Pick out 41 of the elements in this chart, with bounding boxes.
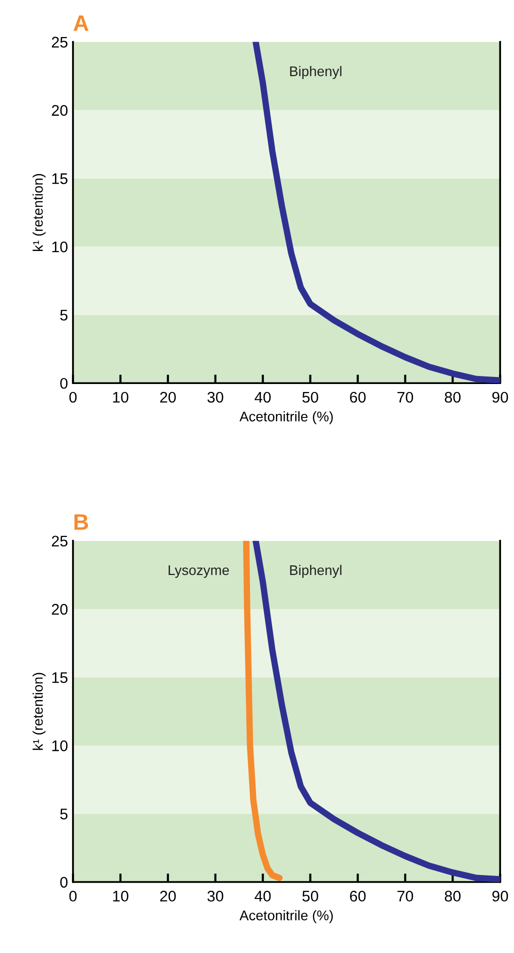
y-tick-label: 25 (52, 36, 68, 48)
x-tick-label: 40 (254, 392, 271, 403)
x-tick-label: 40 (254, 890, 271, 902)
x-tick-label: 90 (492, 890, 508, 902)
x-tick-label: 0 (69, 392, 77, 403)
x-tick-label: 50 (302, 890, 318, 902)
x-tick-label: 50 (302, 392, 318, 403)
x-tick-label: 30 (207, 890, 224, 902)
x-tick-label: 60 (350, 392, 366, 403)
chart-title: A (74, 16, 88, 31)
x-tick-label: 70 (397, 890, 414, 902)
x-tick-label: 70 (397, 392, 414, 403)
y-tick-label: 0 (60, 876, 68, 888)
y-tick-label: 15 (52, 173, 68, 184)
y-tick-label: 10 (52, 740, 68, 752)
x-tick-label: 0 (69, 890, 77, 902)
series-label: Lysozyme (168, 565, 229, 578)
y-tick-label: 5 (60, 808, 68, 820)
y-tick-label: 20 (52, 604, 68, 615)
x-tick-label: 80 (444, 392, 461, 403)
y-tick-label: 25 (52, 536, 68, 547)
x-tick-label: 20 (160, 392, 176, 403)
y-tick-label: 10 (52, 242, 68, 252)
x-tick-label: 20 (160, 890, 176, 902)
chart-title: B (74, 514, 88, 530)
y-tick-label: 15 (52, 672, 68, 683)
x-tick-label: 30 (207, 392, 224, 403)
x-tick-label: 80 (444, 890, 461, 902)
x-axis-title: Acetonitrile (%) (240, 910, 333, 924)
series-label: Biphenyl (290, 66, 342, 79)
y-axis-title: k¹ (retention) (32, 672, 46, 750)
y-axis-title: k¹ (retention) (32, 174, 46, 251)
series-label: Biphenyl (290, 564, 342, 578)
x-tick-label: 90 (492, 392, 508, 403)
x-axis-title: Acetonitrile (%) (240, 411, 333, 424)
y-tick-label: 5 (60, 310, 68, 321)
x-tick-label: 10 (113, 392, 128, 403)
x-tick-label: 10 (113, 890, 128, 902)
y-tick-label: 20 (52, 105, 68, 116)
y-tick-label: 0 (60, 378, 68, 389)
x-tick-label: 60 (350, 890, 366, 902)
